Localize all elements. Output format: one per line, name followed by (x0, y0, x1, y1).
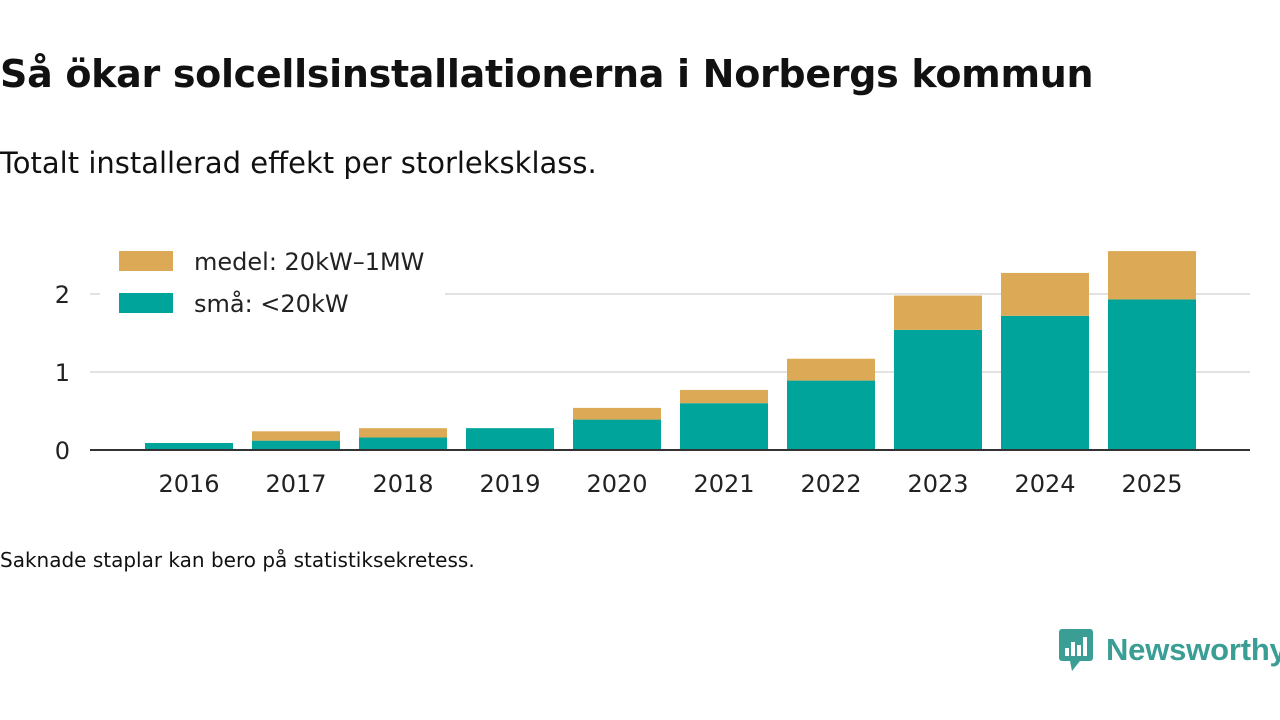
legend-label-small: små: <20kW (194, 289, 349, 318)
x-tick-label-2024: 2024 (1014, 470, 1075, 498)
bar-2024-medium (1001, 272, 1089, 316)
bar-2025-medium (1108, 251, 1196, 300)
chart-title: Så ökar solcellsinstallationerna i Norbe… (0, 52, 1094, 96)
x-tick-label-2023: 2023 (907, 470, 968, 498)
x-tick-label-2019: 2019 (479, 470, 540, 498)
y-tick-label-0: 0 (55, 437, 70, 465)
legend-label-medium: medel: 20kW–1MW (194, 248, 424, 276)
x-tick-label-2020: 2020 (586, 470, 647, 498)
newsworthy-logo-icon (1059, 629, 1093, 671)
bar-2016-small (145, 442, 233, 450)
bar-2018-small (359, 437, 447, 450)
y-tick-label-2: 2 (55, 281, 70, 309)
bar-2024-small (1001, 315, 1089, 450)
legend-swatch-medium (119, 251, 173, 271)
bar-2021-small (680, 403, 768, 450)
y-tick-label-1: 1 (55, 359, 70, 387)
bar-2019-small (466, 428, 554, 450)
x-tick-label-2022: 2022 (800, 470, 861, 498)
bar-2022-medium (787, 358, 875, 381)
x-tick-label-2025: 2025 (1121, 470, 1182, 498)
brand-logo[interactable]: Newsworthy (1058, 628, 1280, 672)
legend-swatch-small (119, 293, 173, 313)
bar-2025-small (1108, 299, 1196, 450)
brand-name: Newsworthy (1106, 632, 1280, 667)
x-tick-label-2021: 2021 (693, 470, 754, 498)
chart-subtitle: Totalt installerad effekt per storlekskl… (0, 146, 597, 180)
bar-2021-medium (680, 389, 768, 404)
bar-2022-small (787, 380, 875, 450)
bar-2017-small (252, 440, 340, 450)
bar-2023-small (894, 329, 982, 450)
x-tick-label-2016: 2016 (158, 470, 219, 498)
bar-2020-medium (573, 407, 661, 420)
bar-2020-small (573, 419, 661, 450)
bar-2023-medium (894, 295, 982, 330)
bar-2017-medium (252, 431, 340, 441)
x-tick-label-2018: 2018 (372, 470, 433, 498)
x-tick-label-2017: 2017 (265, 470, 326, 498)
bar-2018-medium (359, 428, 447, 438)
footnote: Saknade staplar kan bero på statistiksek… (0, 548, 475, 572)
